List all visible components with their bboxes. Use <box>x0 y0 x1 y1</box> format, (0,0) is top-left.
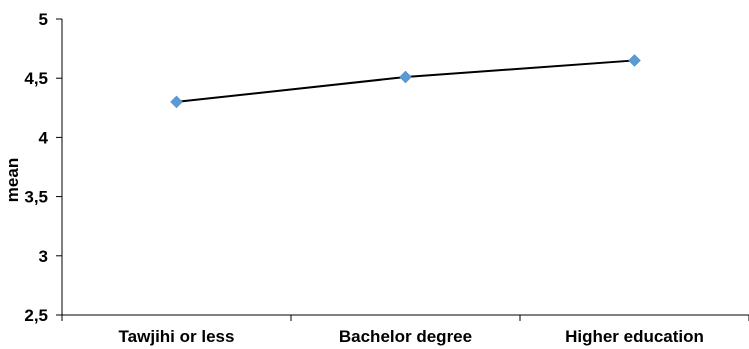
x-ticks: Tawjihi or less Bachelor degree Higher edu… <box>61 315 749 346</box>
y-axis-title: mean <box>3 158 22 202</box>
data-point-marker <box>628 54 641 67</box>
plot-area <box>170 54 641 109</box>
data-point-marker <box>170 95 183 109</box>
y-tick-label: 2,5 <box>24 306 48 325</box>
y-axis: 2,5 3 3,5 4 4,5 5 <box>24 10 63 325</box>
y-tick-label: 4 <box>39 128 49 147</box>
y-tick-label: 3 <box>39 247 48 266</box>
x-tick-label: Tawjihi or less <box>119 327 235 346</box>
x-tick-label: Bachelor degree <box>339 327 472 346</box>
x-tick-label: Higher education <box>565 327 704 346</box>
y-tick-label: 5 <box>39 10 48 29</box>
y-tick-label: 4,5 <box>24 69 48 88</box>
x-axis: Tawjihi or less Bachelor degree Higher edu… <box>61 314 749 346</box>
y-tick-label: 3,5 <box>24 188 48 207</box>
y-ticks: 2,5 3 3,5 4 4,5 5 <box>24 10 62 325</box>
data-point-marker <box>399 70 412 84</box>
